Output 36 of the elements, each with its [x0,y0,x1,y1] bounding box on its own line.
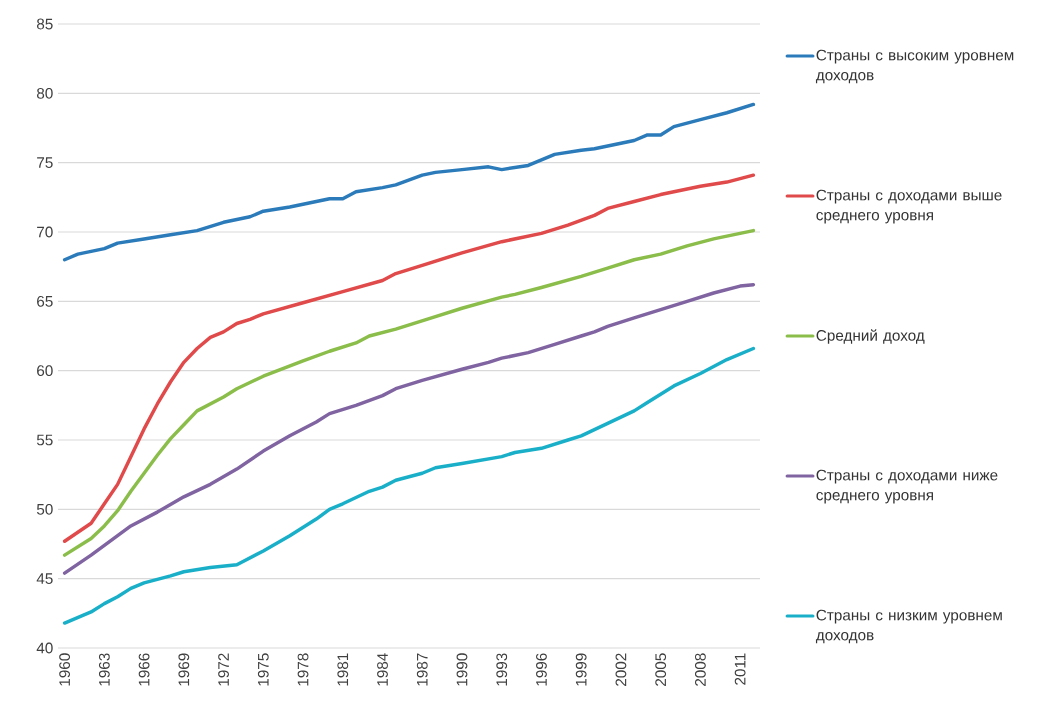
legend-label: Страны с доходами выше среднего уровня [816,189,1002,224]
y-tick-label: 80 [36,87,53,99]
y-tick-label: 60 [37,365,53,377]
line-series [62,173,756,543]
x-tick-label: 1966 [138,653,150,686]
x-tick-label: 2002 [615,653,627,686]
legend-label: Страны с низким уровнем доходов [815,609,1002,644]
y-tick-label: 65 [37,295,53,307]
line-series [62,102,756,262]
x-tick-label: 1993 [496,653,508,686]
x-tick-label: 1978 [297,653,309,686]
y-tick-label: 40 [36,642,53,654]
x-tick-label: 1999 [575,653,587,686]
x-tick-label: 2008 [695,653,706,686]
x-tick-label: 1990 [456,653,468,686]
y-tick-label: 70 [37,226,53,238]
line-series [62,228,756,557]
x-tick-label: 1984 [377,653,388,686]
y-tick-label: 75 [37,157,53,168]
x-tick-label: 2011 [734,653,746,685]
legend-label: Страны с высоким уровнем доходов [815,49,1014,84]
y-tick-label: 55 [36,434,53,446]
y-tick-label: 50 [36,503,53,515]
x-tick-label: 1972 [218,653,229,686]
x-tick-label: 1996 [536,653,547,686]
x-tick-label: 1969 [178,653,190,686]
x-tick-label: 1963 [98,653,110,686]
x-tick-label: 1987 [416,653,428,686]
x-tick-label: 1981 [337,653,349,686]
legend-label: Страны с доходами ниже среднего уровня [816,469,998,504]
y-tick-label: 45 [36,573,53,584]
x-tick-label: 1960 [59,653,71,686]
x-tick-label: 2005 [655,653,667,686]
x-tick-label: 1975 [257,653,269,686]
legend-label: Средний доход [816,329,925,344]
y-tick-label: 85 [36,18,53,30]
